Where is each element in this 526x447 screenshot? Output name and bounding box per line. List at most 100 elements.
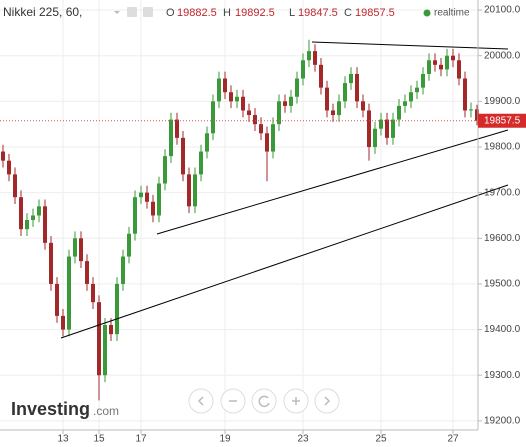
candle-body xyxy=(265,133,269,152)
candle-body xyxy=(85,261,89,284)
candle-body xyxy=(301,60,305,79)
trendlines xyxy=(60,41,509,339)
candle-body xyxy=(385,119,389,138)
candle-body xyxy=(61,315,65,330)
candle-body xyxy=(115,283,119,335)
x-tick-label: 23 xyxy=(297,434,309,445)
candle-body xyxy=(217,78,221,102)
candle-body xyxy=(121,256,125,284)
ohlc-key: C xyxy=(344,7,352,19)
candle-body xyxy=(439,64,443,70)
candle-body xyxy=(211,101,215,134)
candle-body xyxy=(103,325,107,376)
candle-body xyxy=(337,101,341,116)
candle-body xyxy=(7,160,11,175)
candle-body xyxy=(1,151,5,161)
candle-body xyxy=(229,92,233,102)
candle-body xyxy=(421,73,425,88)
y-tick-label: 20000.0 xyxy=(484,50,521,61)
scroll-left-button[interactable] xyxy=(188,388,214,414)
x-tick-label: 17 xyxy=(135,434,147,445)
ohlc-value: 19847.5 xyxy=(298,7,338,19)
candle-body xyxy=(175,119,179,138)
candle-body xyxy=(433,60,437,65)
trendline xyxy=(156,129,509,235)
candle-body xyxy=(307,51,311,61)
candle-body xyxy=(391,119,395,138)
candle-body xyxy=(19,197,23,230)
ohlc-value: 19892.5 xyxy=(235,7,275,19)
candle-body xyxy=(445,55,449,70)
axes: 19200.0 19300.0 19400.0 19500.0 19600.0 19700… xyxy=(57,5,526,445)
candle-body xyxy=(313,51,317,65)
grid xyxy=(0,0,478,430)
candle-body xyxy=(283,101,287,106)
candle-body xyxy=(241,96,245,111)
candle-body xyxy=(361,101,365,111)
last-price-label: 19857.5 xyxy=(484,115,521,126)
candle-body xyxy=(193,174,197,207)
candle-body xyxy=(127,233,131,257)
candle-body xyxy=(169,119,173,157)
trendline xyxy=(60,184,509,339)
brand-suffix: .com xyxy=(93,404,119,418)
candle-body xyxy=(157,183,161,216)
candle-body xyxy=(367,110,371,147)
candle-body xyxy=(181,137,185,175)
candle-body xyxy=(271,124,275,152)
candle-body xyxy=(145,192,149,202)
candle-body xyxy=(409,92,413,102)
candle-body xyxy=(187,174,191,207)
candle-body xyxy=(319,64,323,88)
candle-body xyxy=(67,256,71,330)
status-dot xyxy=(423,9,431,17)
y-tick-label: 19400.0 xyxy=(484,324,521,335)
candle-body xyxy=(55,283,59,316)
icon xyxy=(143,7,153,17)
candle-body xyxy=(259,124,263,134)
candle-body xyxy=(223,78,227,93)
candle-body xyxy=(43,206,47,243)
scroll-right-button[interactable] xyxy=(314,388,340,414)
candle-body xyxy=(415,87,419,93)
candle-body xyxy=(199,151,203,175)
y-tick-label: 19300.0 xyxy=(484,370,521,381)
candle-body xyxy=(133,197,137,234)
ohlc-key: O xyxy=(166,7,175,19)
candle-body xyxy=(109,325,113,335)
ohlc-key: H xyxy=(223,7,231,19)
y-tick-label: 19700.0 xyxy=(484,187,521,198)
dropdown-icon xyxy=(114,11,120,14)
candle-body xyxy=(151,201,155,216)
status: realtime xyxy=(434,8,470,19)
reset-button[interactable] xyxy=(251,388,277,414)
candle-body xyxy=(457,60,461,79)
y-tick-label: 19800.0 xyxy=(484,142,521,153)
last-price-tag xyxy=(478,113,526,128)
candle-body xyxy=(397,105,401,120)
zoom-controls xyxy=(188,388,340,414)
candle-body xyxy=(295,78,299,97)
brand: Investing xyxy=(11,399,90,419)
ohlc-key: L xyxy=(289,7,295,19)
candle-body xyxy=(49,242,53,284)
candle-body xyxy=(73,238,77,257)
ohlc-value: 19882.5 xyxy=(177,7,217,19)
y-tick-label: 19900.0 xyxy=(484,96,521,107)
y-tick-label: 20100.0 xyxy=(484,5,521,16)
candles xyxy=(0,39,479,401)
candle-body xyxy=(139,192,143,198)
candle-body xyxy=(91,283,95,303)
x-tick-label: 19 xyxy=(219,434,231,445)
candle-body xyxy=(379,119,383,129)
chart-title: Nikkei 225, 60, xyxy=(3,5,82,19)
candle-body xyxy=(355,73,359,102)
candle-body xyxy=(343,83,347,102)
x-tick-label: 27 xyxy=(447,434,459,445)
trendline xyxy=(311,41,509,50)
candle-body xyxy=(373,128,377,147)
candle-body xyxy=(163,156,167,184)
candle-body xyxy=(205,133,209,152)
x-tick-label: 13 xyxy=(57,434,69,445)
